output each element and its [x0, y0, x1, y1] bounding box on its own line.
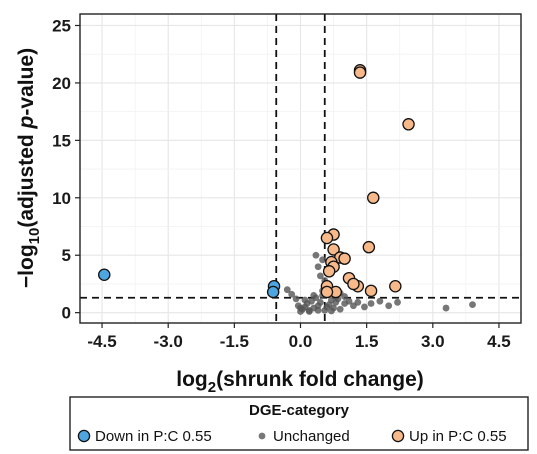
unchanged-point: [316, 272, 324, 280]
unchanged-point: [469, 301, 476, 309]
unchanged-point: [345, 297, 353, 305]
up-point: [402, 118, 415, 131]
x-axis-title: log2(shrunk fold change): [176, 368, 424, 396]
unchanged-point: [394, 298, 401, 306]
x-tick-label: 3.0: [421, 332, 445, 351]
y-tick-label: 10: [52, 189, 71, 208]
unchanged-point: [314, 263, 322, 271]
unchanged-point: [323, 303, 331, 311]
down-point: [98, 268, 111, 282]
legend-label: Unchanged: [273, 428, 350, 445]
unchanged-point: [336, 305, 344, 313]
unchanged-point: [292, 295, 300, 303]
y-tick-label: 5: [62, 246, 71, 265]
up-point: [367, 191, 380, 205]
up-point: [362, 240, 376, 254]
unchanged-point: [283, 286, 291, 294]
up-point: [353, 66, 367, 79]
y-axis-title: −log10(adjusted p-value): [15, 48, 43, 288]
up-point: [338, 252, 351, 265]
unchanged-point: [297, 304, 304, 312]
legend-box: [69, 396, 529, 451]
legend-label: Down in P:C 0.55: [95, 428, 212, 445]
x-tick-label: -4.5: [87, 332, 116, 351]
up-point: [322, 265, 336, 278]
unchanged-point: [327, 307, 335, 315]
up-point: [347, 277, 360, 291]
unchanged-point: [376, 297, 384, 305]
grid-layer: [80, 14, 521, 323]
up-point: [320, 285, 334, 299]
up-point: [389, 279, 402, 293]
legend-entries: Down in P:C 0.55 Unchanged Up in P:C 0.55: [77, 428, 507, 445]
unchanged-point: [354, 298, 362, 306]
unchanged-point: [385, 302, 393, 310]
unchanged-point: [301, 296, 309, 304]
down-point: [266, 285, 280, 299]
axis-ticks: -4.5 -3.0 -1.5 0.0 1.5 3.0 4.5 0 5 10 15 20 25: [52, 16, 511, 351]
unchanged-point: [314, 306, 322, 314]
unchanged-point: [442, 304, 450, 312]
up-point: [364, 284, 378, 298]
y-tick-label: 25: [52, 16, 71, 35]
x-tick-label: 1.5: [355, 332, 379, 351]
x-tick-label: -3.0: [154, 332, 183, 351]
y-tick-label: 20: [52, 74, 71, 93]
legend-label: Up in P:C 0.55: [409, 428, 507, 445]
unchanged-point: [367, 300, 375, 307]
legend: DGE-category Down in P:C 0.55 Unchanged Up…: [69, 396, 529, 451]
x-tick-label: -1.5: [220, 332, 249, 351]
data-points: [98, 64, 476, 315]
unchanged-point: [312, 251, 320, 259]
y-tick-label: 0: [62, 304, 71, 323]
unchanged-point: [305, 308, 313, 315]
y-tick-label: 15: [52, 131, 71, 150]
x-tick-label: 4.5: [487, 332, 511, 351]
unchanged-point: [319, 256, 326, 264]
unchanged-point: [361, 303, 368, 311]
unchanged-point: [288, 290, 296, 298]
legend-key-up-point: [391, 429, 405, 443]
x-tick-label: 0.0: [289, 332, 313, 351]
up-point: [320, 231, 334, 245]
legend-key-down-point: [77, 429, 91, 443]
legend-key-unchanged-point: [258, 432, 266, 440]
legend-title: DGE-category: [249, 402, 350, 419]
up-point: [327, 243, 340, 256]
unchanged-point: [310, 292, 318, 299]
unchanged-point: [316, 298, 324, 306]
